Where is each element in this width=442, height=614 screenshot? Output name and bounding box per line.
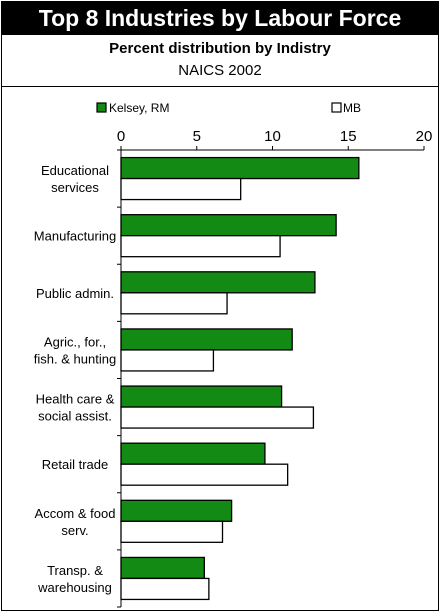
category-label: Educational <box>41 163 109 178</box>
category-label: Manufacturing <box>34 229 116 244</box>
x-tick-label: 0 <box>117 128 125 145</box>
bar-mb <box>120 177 242 201</box>
bar-mb <box>120 406 315 429</box>
x-tick-label: 5 <box>193 128 201 145</box>
category-label: Retail trade <box>42 457 108 472</box>
bar-kelsey <box>120 499 233 522</box>
category-label: Public admin. <box>36 286 114 301</box>
x-tick-label: 20 <box>416 128 433 145</box>
category-label: Health care & <box>36 392 115 407</box>
bar-kelsey <box>120 385 283 408</box>
bar-mb <box>120 577 210 601</box>
bar-kelsey <box>120 271 316 294</box>
bar-kelsey <box>120 156 360 180</box>
category-label: social assist. <box>38 409 112 424</box>
legend-swatch-mb <box>331 102 342 113</box>
bar-kelsey <box>120 556 205 580</box>
category-label: warehousing <box>37 580 112 595</box>
category-label: fish. & hunting <box>34 351 116 366</box>
chart-subtitle: Percent distribution by Indistry <box>109 40 331 57</box>
category-label: Accom & food <box>35 506 116 521</box>
chart-title: Top 8 Industries by Labour Force <box>2 2 438 35</box>
bar-kelsey <box>120 442 266 465</box>
x-tick-label: 15 <box>340 128 357 145</box>
bar-kelsey <box>120 214 337 237</box>
category-label: Transp. & <box>47 563 103 578</box>
legend-label-kelsey: Kelsey, RM <box>109 101 169 115</box>
category-label: Agric., for., <box>44 334 106 349</box>
category-label: services <box>51 180 99 195</box>
bar-mb <box>120 349 215 372</box>
bar-mb <box>120 463 289 486</box>
bar-mb <box>120 235 281 258</box>
legend-swatch-kelsey <box>96 102 107 113</box>
legend-label-mb: MB <box>343 101 361 115</box>
x-tick-label: 10 <box>264 128 281 145</box>
bar-kelsey <box>120 328 293 351</box>
chart-subtitle-classification: NAICS 2002 <box>178 62 262 79</box>
header-divider <box>2 86 438 87</box>
bar-mb <box>120 292 228 315</box>
category-label: serv. <box>61 523 88 538</box>
bar-mb <box>120 520 224 543</box>
